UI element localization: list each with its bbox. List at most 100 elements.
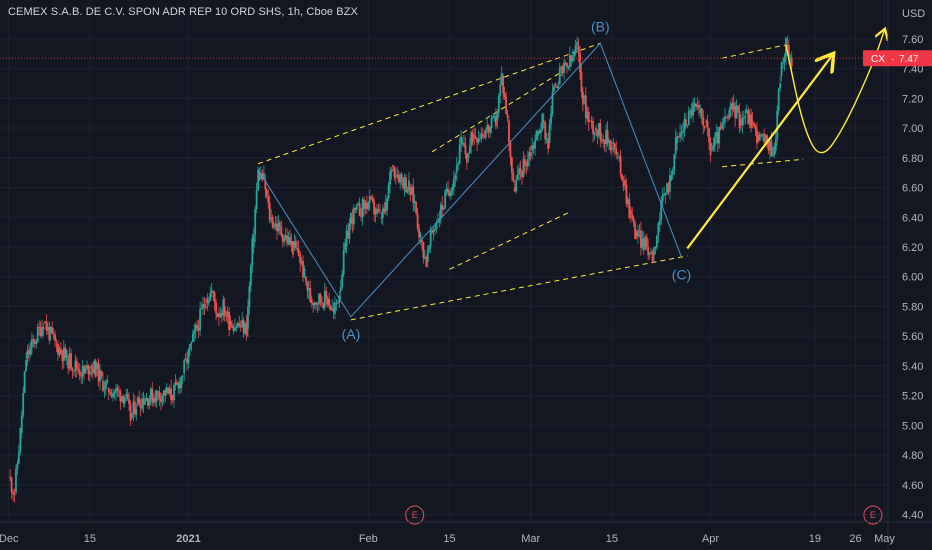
wave-label: (B) — [591, 18, 610, 34]
candle-body — [45, 322, 48, 331]
candle-body — [729, 103, 732, 110]
candle-body — [740, 120, 742, 126]
candle-body — [541, 114, 544, 131]
candle-body — [83, 366, 86, 373]
candle-body — [435, 222, 438, 230]
candle-body — [206, 299, 209, 304]
chart-title: CEMEX S.A.B. DE C.V. SPON ADR REP 10 ORD… — [8, 6, 358, 18]
candle-body — [612, 142, 615, 144]
candle-body — [39, 327, 42, 336]
candle-body — [81, 366, 84, 377]
candle-body — [769, 140, 771, 151]
candle-body — [758, 134, 761, 141]
candle-body — [458, 144, 461, 164]
candle-body — [426, 249, 429, 262]
candle-body — [306, 281, 309, 291]
candle-body — [669, 175, 671, 192]
candle-body — [96, 363, 99, 369]
candle-body — [138, 397, 141, 406]
candle-body — [525, 163, 528, 167]
candle-body — [576, 41, 579, 46]
candle-body — [641, 238, 644, 248]
candle-body — [399, 174, 402, 183]
candle-body — [528, 152, 531, 160]
candle-body — [293, 241, 296, 247]
candle-body — [632, 218, 635, 224]
candle-body — [97, 363, 100, 382]
candle-body — [17, 452, 20, 464]
candle-body — [209, 292, 212, 301]
candle-body — [602, 139, 605, 142]
candle-body — [660, 201, 663, 221]
candle-body — [200, 308, 203, 310]
candle-body — [650, 251, 652, 254]
candle-body — [473, 135, 476, 137]
candle-body — [737, 105, 739, 112]
projection-curve — [785, 30, 885, 154]
candle-body — [57, 343, 59, 355]
candle-body — [61, 351, 64, 362]
candle-body — [584, 95, 587, 119]
candle-body — [761, 133, 764, 135]
candle-body — [280, 226, 283, 236]
candle-body — [409, 187, 412, 195]
candle-body — [91, 368, 94, 374]
candle-body — [242, 320, 245, 334]
candle-body — [277, 222, 280, 232]
candle-body — [379, 210, 381, 212]
candle-body — [635, 232, 638, 237]
candle-body — [174, 382, 177, 386]
candle-body — [413, 200, 416, 204]
candle-body — [645, 236, 648, 248]
candle-body — [297, 249, 300, 256]
candle-body — [329, 306, 332, 310]
candle-body — [605, 129, 608, 145]
candle-body — [738, 111, 741, 129]
candle-body — [393, 166, 396, 178]
candle-body — [671, 170, 674, 175]
candle-body — [234, 327, 236, 331]
candle-body — [118, 389, 120, 391]
candle-body — [608, 140, 610, 144]
candle-body — [325, 290, 328, 299]
candle-body — [716, 132, 719, 144]
candle-body — [480, 133, 483, 139]
candle-body — [265, 189, 268, 196]
candle-body — [55, 343, 58, 345]
candle-body — [213, 292, 216, 303]
candle-body — [767, 140, 770, 151]
candle-body — [437, 221, 439, 223]
candle-body — [19, 427, 22, 453]
candle-body — [735, 105, 738, 119]
candle-body — [20, 415, 23, 433]
candle-body — [103, 389, 106, 391]
earnings-event-label: E — [412, 510, 418, 520]
candle-body — [58, 348, 61, 355]
candle-body — [731, 103, 734, 110]
time-tick-label: Mar — [521, 533, 540, 545]
candle-body — [522, 159, 525, 177]
candle-body — [64, 347, 67, 359]
candle-body — [348, 223, 351, 239]
candle-body — [370, 196, 373, 199]
candle-body — [653, 247, 655, 255]
candle-body — [571, 56, 574, 62]
candle-body — [22, 392, 25, 416]
candle-body — [100, 370, 103, 377]
candle-body — [12, 491, 14, 494]
candle-body — [54, 334, 57, 341]
time-tick-label: 15 — [606, 533, 618, 545]
candle-body — [680, 132, 683, 134]
candle-body — [257, 169, 260, 190]
candle-body — [51, 327, 54, 334]
candle-body — [579, 53, 581, 73]
candle-body — [77, 368, 80, 371]
candle-body — [410, 186, 413, 195]
candle-body — [489, 126, 492, 133]
candle-body — [713, 136, 716, 146]
candle-body — [554, 83, 557, 87]
candle-body — [542, 120, 545, 123]
candle-body — [702, 116, 705, 126]
candle-body — [628, 199, 631, 218]
